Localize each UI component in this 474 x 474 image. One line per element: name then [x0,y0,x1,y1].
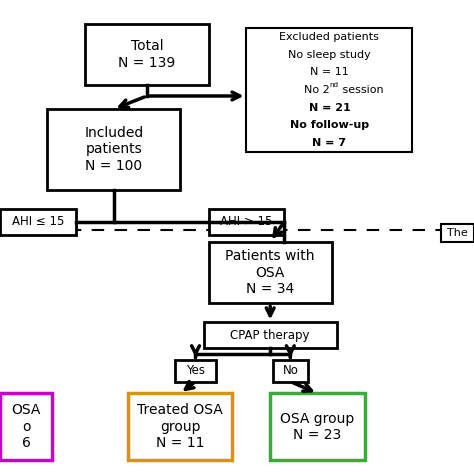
Text: CPAP therapy: CPAP therapy [230,329,310,342]
Text: Included
patients
N = 100: Included patients N = 100 [84,126,143,173]
Text: N = 11: N = 11 [310,67,349,77]
Text: AHI ≤ 15: AHI ≤ 15 [12,215,64,228]
Text: Excluded patients: Excluded patients [280,32,379,42]
FancyBboxPatch shape [47,109,180,190]
FancyBboxPatch shape [441,224,474,242]
Text: The: The [447,228,468,238]
Text: Patients with
OSA
N = 34: Patients with OSA N = 34 [226,249,315,296]
FancyBboxPatch shape [273,360,308,382]
Text: session: session [339,85,383,95]
FancyBboxPatch shape [128,393,232,460]
Text: No sleep study: No sleep study [288,50,371,60]
FancyBboxPatch shape [85,24,209,85]
Text: N = 7: N = 7 [312,138,346,148]
Text: OSA
o
6: OSA o 6 [11,403,41,450]
FancyBboxPatch shape [0,209,76,235]
FancyBboxPatch shape [209,209,284,235]
FancyBboxPatch shape [209,242,332,303]
Text: AHI > 15: AHI > 15 [220,215,273,228]
Text: Total
N = 139: Total N = 139 [118,39,175,70]
Text: Treated OSA
group
N = 11: Treated OSA group N = 11 [137,403,223,450]
FancyBboxPatch shape [270,393,365,460]
Text: No: No [283,365,298,377]
Text: N = 21: N = 21 [309,103,350,113]
FancyBboxPatch shape [0,393,52,460]
Text: No follow-up: No follow-up [290,120,369,130]
Text: OSA group
N = 23: OSA group N = 23 [281,411,355,442]
Text: Yes: Yes [186,365,205,377]
Text: No 2: No 2 [304,85,329,95]
FancyBboxPatch shape [246,28,412,152]
FancyBboxPatch shape [204,322,337,348]
Text: nd: nd [329,82,338,88]
FancyBboxPatch shape [175,360,216,382]
